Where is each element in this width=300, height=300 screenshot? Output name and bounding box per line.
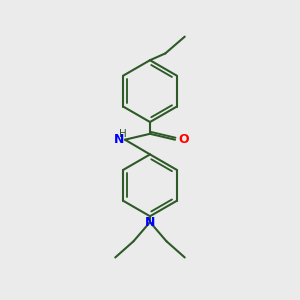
- Text: O: O: [179, 133, 190, 146]
- Text: N: N: [114, 133, 124, 146]
- Text: N: N: [145, 216, 155, 229]
- Text: H: H: [119, 129, 127, 140]
